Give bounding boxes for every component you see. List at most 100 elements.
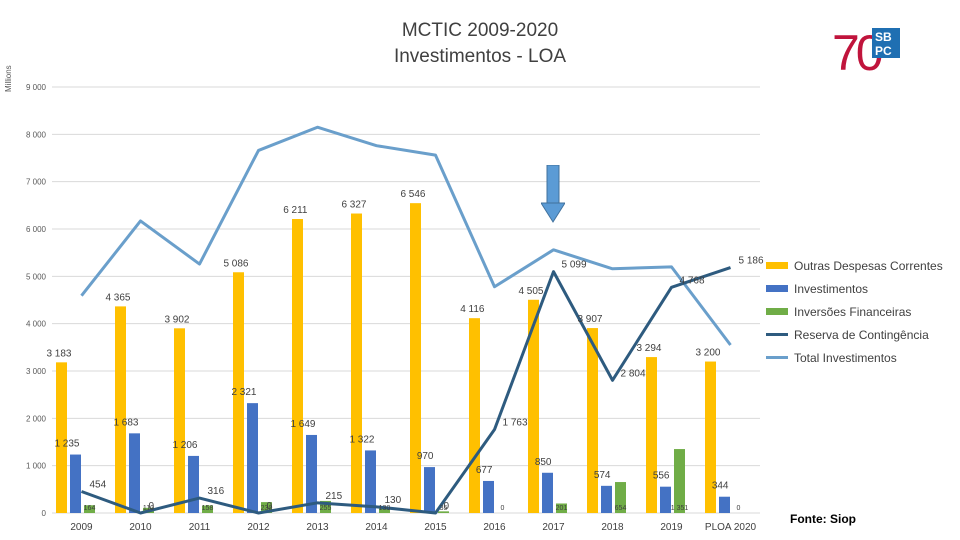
data-label-inversoes: 158 <box>202 505 214 512</box>
bar-outras <box>587 328 598 513</box>
y-tick-label: 4 000 <box>26 320 47 329</box>
lines <box>80 125 732 515</box>
y-tick-label: 5 000 <box>26 272 47 281</box>
data-label-inversoes: 130 <box>379 505 391 512</box>
data-label-outras: 3 907 <box>577 314 602 325</box>
data-label-investimentos: 970 <box>417 451 434 462</box>
bar-inversoes <box>556 503 567 513</box>
legend-swatch-outras <box>766 262 788 269</box>
bar-inversoes <box>202 505 213 513</box>
bar-outras <box>469 318 480 513</box>
legend-item-investimentos: Investimentos <box>766 277 943 300</box>
data-label-outras: 4 365 <box>105 292 130 303</box>
bar-investimentos <box>129 433 140 513</box>
bar-outras <box>174 328 185 513</box>
bar-outras <box>56 362 67 513</box>
bar-outras <box>528 299 539 513</box>
data-label-outras: 4 116 <box>460 304 485 315</box>
line-reserva-contingencia <box>80 266 731 515</box>
x-tick-label: 2015 <box>424 522 447 533</box>
data-label-investimentos: 850 <box>535 457 552 468</box>
bar-outras <box>705 361 716 513</box>
bar-investimentos <box>483 480 494 513</box>
data-labels: 3 183 4 365 3 902 5 086 6 211 6 327 6 546 4 116… <box>46 189 763 512</box>
legend: Outras Despesas Correntes Investimentos … <box>766 254 943 369</box>
legend-item-total: Total Investimentos <box>766 346 943 369</box>
legend-label-total: Total Investimentos <box>794 350 897 365</box>
legend-label-inversoes: Inversões Financeiras <box>794 304 912 319</box>
bar-investimentos <box>424 467 435 513</box>
y-tick-label: 9 000 <box>26 83 47 92</box>
data-label-investimentos: 344 <box>712 481 729 492</box>
legend-item-reserva: Reserva de Contingência <box>766 323 943 346</box>
x-tick-label: 2010 <box>129 522 152 533</box>
y-tick-label: 1 000 <box>26 462 47 471</box>
data-label-outras: 3 183 <box>46 348 71 359</box>
y-tick-label: 8 000 <box>26 130 47 139</box>
bar-inversoes <box>674 449 685 513</box>
data-label-investimentos: 1 683 <box>113 417 138 428</box>
y-axis-ticks: 0 1 000 2 000 3 000 4 000 5 000 6 000 7 000 8 00… <box>26 83 47 518</box>
legend-label-outras: Outras Despesas Correntes <box>794 258 943 273</box>
highlight-arrow-icon <box>541 165 565 223</box>
x-tick-label: 2018 <box>601 522 624 533</box>
data-label-investimentos: 1 235 <box>54 439 79 450</box>
legend-swatch-inversoes <box>766 308 788 315</box>
data-label-inversoes: 164 <box>84 505 96 512</box>
data-label-outras: 5 086 <box>223 258 248 269</box>
data-label-investimentos: 677 <box>476 465 493 476</box>
bar-investimentos <box>70 454 81 513</box>
y-tick-label: 0 <box>42 509 47 518</box>
logo-box <box>872 28 900 58</box>
bar-outras <box>292 219 303 513</box>
data-label-reserva: 0 <box>444 501 450 512</box>
data-label-investimentos: 574 <box>594 470 611 481</box>
data-label-reserva: 2 804 <box>621 368 646 379</box>
bar-inversoes <box>261 502 272 513</box>
data-label-reserva: 5 186 <box>739 256 764 267</box>
line-total-investimentos <box>80 125 732 346</box>
legend-swatch-investimentos <box>766 285 788 292</box>
bars <box>56 203 730 513</box>
x-axis-ticks: 2009 2010 2011 2012 2013 2014 2015 2016 2017 2018… <box>70 522 756 533</box>
data-label-investimentos: 1 206 <box>172 440 197 451</box>
sbpc-70-logo: 70 SB PC <box>832 25 900 81</box>
legend-label-investimentos: Investimentos <box>794 281 869 296</box>
y-tick-label: 7 000 <box>26 178 47 187</box>
bar-investimentos <box>188 455 199 513</box>
data-label-reserva: 0 <box>267 501 273 512</box>
legend-line-total <box>766 356 788 359</box>
x-tick-label: 2012 <box>247 522 270 533</box>
title-line-1: MCTIC 2009-2020 <box>401 20 559 41</box>
bar-investimentos <box>542 472 553 513</box>
data-label-inversoes: 110 <box>143 505 154 512</box>
data-label-inversoes: 35 <box>440 505 448 512</box>
x-tick-label: 2011 <box>189 522 211 533</box>
data-label-outras: 3 902 <box>164 314 189 325</box>
chart-title: MCTIC 2009-2020 Investimentos - LOA <box>260 18 700 70</box>
data-label-reserva: 5 099 <box>562 260 587 271</box>
data-label-outras: 6 327 <box>341 200 366 211</box>
x-tick-label: 2017 <box>542 522 565 533</box>
legend-item-inversoes: Inversões Financeiras <box>766 300 943 323</box>
data-label-reserva: 316 <box>208 486 225 497</box>
data-label-outras: 3 294 <box>636 343 661 354</box>
data-label-investimentos: 1 649 <box>290 419 315 430</box>
data-label-inversoes: 255 <box>320 505 332 512</box>
source-note: Fonte: Siop <box>790 512 856 526</box>
x-tick-label: 2019 <box>660 522 683 533</box>
data-label-inversoes: 1 351 <box>671 505 689 512</box>
bar-outras <box>410 203 421 513</box>
data-label-reserva: 215 <box>326 491 343 502</box>
data-label-outras: 6 211 <box>283 205 308 216</box>
data-label-reserva: 0 <box>149 501 155 512</box>
data-label-reserva: 1 763 <box>503 418 528 429</box>
data-label-inversoes: 654 <box>615 505 627 512</box>
y-tick-label: 3 000 <box>26 367 47 376</box>
bar-investimentos <box>306 434 317 513</box>
bar-investimentos <box>601 485 612 513</box>
data-label-inversoes: 230 <box>261 505 273 512</box>
bar-outras <box>233 272 244 513</box>
legend-label-reserva: Reserva de Contingência <box>794 327 929 342</box>
